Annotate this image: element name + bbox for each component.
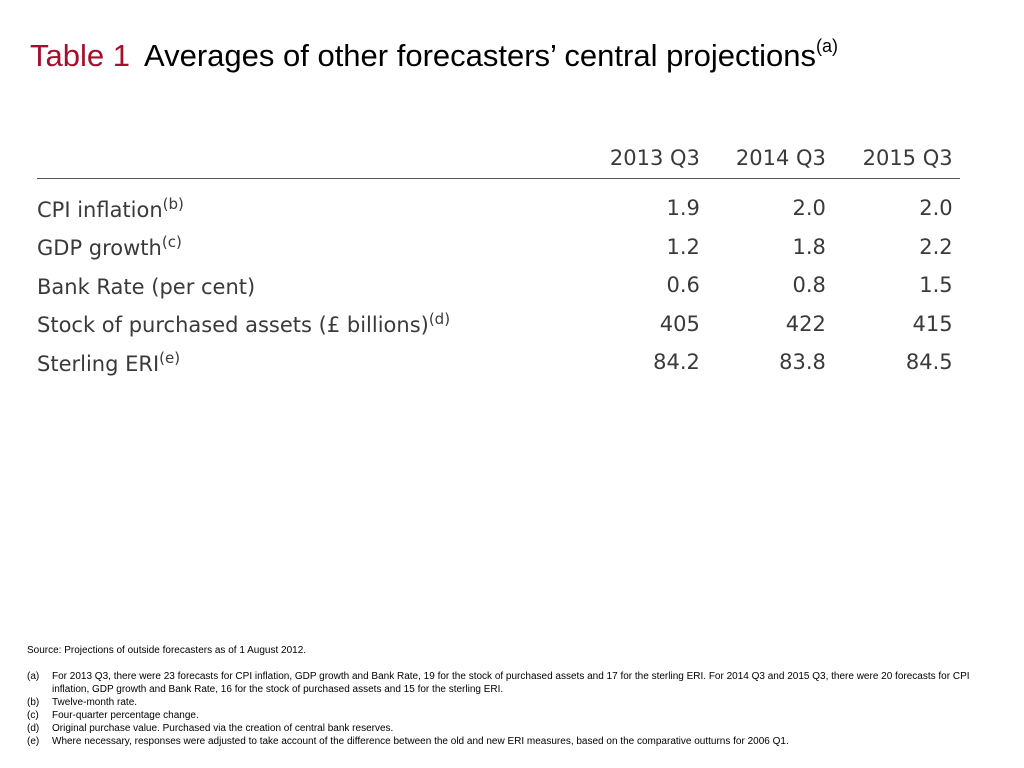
table-row: GDP growth(c) 1.2 1.8 2.2 xyxy=(37,228,960,267)
row-label: CPI inflation(b) xyxy=(37,194,184,222)
footnote-item: (d) Original purchase value. Purchased v… xyxy=(27,722,987,735)
footnote-key: (a) xyxy=(27,671,40,682)
footnote-item: (c) Four-quarter percentage change. xyxy=(27,709,987,722)
footnote-text: Original purchase value. Purchased via t… xyxy=(52,723,394,734)
row-label: Bank Rate (per cent) xyxy=(37,274,256,299)
row-label-header xyxy=(37,138,451,179)
footnote-text: Where necessary, responses were adjusted… xyxy=(52,736,789,747)
table-cell: 405 xyxy=(659,311,700,336)
table-row: CPI inflation(b) 1.9 2.0 2.0 xyxy=(37,179,960,228)
footnote-key: (e) xyxy=(27,736,40,747)
table-cell: 0.8 xyxy=(792,273,826,298)
table-cell: 1.9 xyxy=(666,196,700,221)
page-title: Table 1 Averages of other forecasters’ ce… xyxy=(30,26,838,76)
table-cell: 84.5 xyxy=(905,350,953,375)
table-cell: 1.5 xyxy=(919,273,953,298)
source-note: Source: Projections of outside forecaste… xyxy=(27,645,307,656)
footnote-key: (d) xyxy=(27,723,40,734)
table-cell: 0.6 xyxy=(666,273,700,298)
footnotes: Source: Projections of outside forecaste… xyxy=(27,644,987,748)
table-cell: 1.2 xyxy=(666,234,700,259)
column-header: 2013 Q3 xyxy=(450,138,700,179)
footnote-item: (e) Where necessary, responses were adju… xyxy=(27,735,987,748)
footnote-marker: (b) xyxy=(162,194,184,213)
footnote-text: Four-quarter percentage change. xyxy=(52,710,199,721)
title-footnote-marker: (a) xyxy=(815,36,838,56)
table-cell: 84.2 xyxy=(653,350,700,375)
footnote-item: (a) For 2013 Q3, there were 23 forecasts… xyxy=(27,670,987,696)
table-cell: 2.0 xyxy=(792,196,826,221)
footnote-marker: (c) xyxy=(161,233,182,252)
table-row: Sterling ERI(e) 84.2 83.8 84.5 xyxy=(37,343,960,382)
table-row: Stock of purchased assets (£ billions)(d… xyxy=(37,305,960,344)
table-row: Bank Rate (per cent) 0.6 0.8 1.5 xyxy=(37,266,960,305)
footnote-text: Twelve-month rate. xyxy=(52,697,138,708)
table-cell: 415 xyxy=(912,311,953,336)
table-cell: 422 xyxy=(785,311,826,336)
row-label: GDP growth(c) xyxy=(37,233,182,261)
table-number: Table 1 xyxy=(30,38,130,73)
footnote-key: (c) xyxy=(27,710,39,721)
title-text: Averages of other forecasters’ central p… xyxy=(143,38,816,73)
row-label: Sterling ERI(e) xyxy=(37,348,181,376)
footnote-text: For 2013 Q3, there were 23 forecasts for… xyxy=(52,671,970,695)
table-header-row: 2013 Q3 2014 Q3 2015 Q3 xyxy=(37,138,960,179)
footnote-item: (b) Twelve-month rate. xyxy=(27,696,987,709)
projections-table: 2013 Q3 2014 Q3 2015 Q3 CPI inflation(b)… xyxy=(37,138,960,382)
table-cell: 2.0 xyxy=(919,196,953,221)
footnote-key: (b) xyxy=(27,697,40,708)
table-cell: 2.2 xyxy=(919,234,953,259)
column-header: 2015 Q3 xyxy=(825,138,953,179)
table-cell: 83.8 xyxy=(779,350,826,375)
table-cell: 1.8 xyxy=(792,234,826,259)
row-label: Stock of purchased assets (£ billions)(d… xyxy=(37,310,451,338)
footnote-marker: (d) xyxy=(428,310,451,329)
column-header: 2014 Q3 xyxy=(699,138,826,179)
footnote-marker: (e) xyxy=(159,348,181,367)
